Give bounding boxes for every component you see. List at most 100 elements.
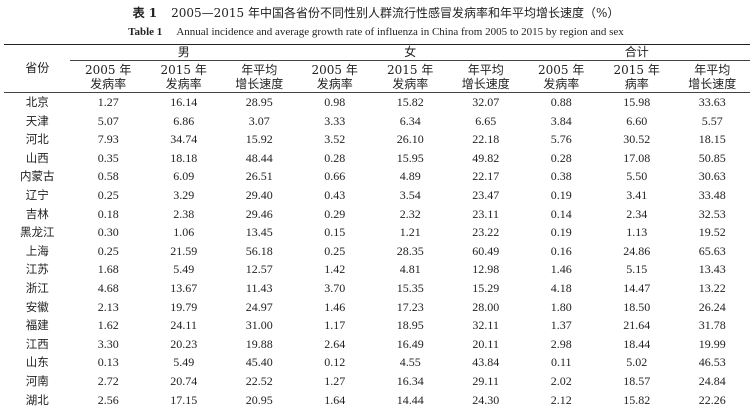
group-header-total: 合计 xyxy=(523,45,750,61)
value-cell: 26.51 xyxy=(221,167,297,186)
value-cell: 29.11 xyxy=(448,372,524,391)
value-cell: 43.84 xyxy=(448,353,524,372)
sub-column-header: 年平均增长速度 xyxy=(674,61,750,93)
value-cell: 22.52 xyxy=(221,372,297,391)
value-cell: 5.49 xyxy=(146,353,222,372)
value-cell: 1.27 xyxy=(297,372,373,391)
value-cell: 6.65 xyxy=(448,112,524,131)
caption-label-cn: 表 1 xyxy=(133,6,158,20)
sub-column-header-line: 发病率 xyxy=(146,77,222,91)
province-header: 省份 xyxy=(4,45,70,93)
value-cell: 5.07 xyxy=(70,112,146,131)
value-cell: 15.82 xyxy=(599,391,675,409)
province-name: 山东 xyxy=(4,353,70,372)
value-cell: 13.45 xyxy=(221,223,297,242)
value-cell: 19.99 xyxy=(674,335,750,354)
sub-column-header: 2015 年发病率 xyxy=(146,61,222,93)
value-cell: 20.95 xyxy=(221,391,297,409)
value-cell: 0.12 xyxy=(297,353,373,372)
value-cell: 23.22 xyxy=(448,223,524,242)
value-cell: 3.33 xyxy=(297,112,373,131)
caption-text-en: Annual incidence and average growth rate… xyxy=(176,26,624,38)
value-cell: 1.21 xyxy=(372,223,448,242)
value-cell: 3.54 xyxy=(372,186,448,205)
province-name: 黑龙江 xyxy=(4,223,70,242)
sub-column-header: 2005 年发病率 xyxy=(297,61,373,93)
value-cell: 4.55 xyxy=(372,353,448,372)
value-cell: 0.66 xyxy=(297,167,373,186)
value-cell: 15.98 xyxy=(599,93,675,112)
value-cell: 28.95 xyxy=(221,93,297,112)
value-cell: 1.27 xyxy=(70,93,146,112)
sub-column-header-line: 发病率 xyxy=(70,77,146,91)
value-cell: 0.28 xyxy=(523,149,599,168)
value-cell: 17.08 xyxy=(599,149,675,168)
value-cell: 1.37 xyxy=(523,316,599,335)
value-cell: 33.48 xyxy=(674,186,750,205)
value-cell: 28.35 xyxy=(372,242,448,261)
value-cell: 3.07 xyxy=(221,112,297,131)
sub-column-header: 年平均增长速度 xyxy=(221,61,297,93)
value-cell: 49.82 xyxy=(448,149,524,168)
value-cell: 32.53 xyxy=(674,205,750,224)
caption-label-en: Table 1 xyxy=(128,26,162,38)
value-cell: 15.35 xyxy=(372,279,448,298)
value-cell: 5.76 xyxy=(523,130,599,149)
value-cell: 0.14 xyxy=(523,205,599,224)
value-cell: 0.30 xyxy=(70,223,146,242)
value-cell: 0.88 xyxy=(523,93,599,112)
value-cell: 0.35 xyxy=(70,149,146,168)
sub-column-header-line: 增长速度 xyxy=(448,77,524,91)
sub-column-header-line: 2005 年 xyxy=(70,63,146,77)
value-cell: 1.46 xyxy=(523,260,599,279)
value-cell: 3.30 xyxy=(70,335,146,354)
value-cell: 18.50 xyxy=(599,298,675,317)
value-cell: 6.09 xyxy=(146,167,222,186)
value-cell: 15.29 xyxy=(448,279,524,298)
group-header-female: 女 xyxy=(297,45,524,61)
value-cell: 32.11 xyxy=(448,316,524,335)
value-cell: 3.29 xyxy=(146,186,222,205)
value-cell: 14.47 xyxy=(599,279,675,298)
value-cell: 0.28 xyxy=(297,149,373,168)
group-header-male: 男 xyxy=(70,45,297,61)
value-cell: 19.88 xyxy=(221,335,297,354)
value-cell: 5.49 xyxy=(146,260,222,279)
value-cell: 1.80 xyxy=(523,298,599,317)
value-cell: 5.02 xyxy=(599,353,675,372)
province-name: 辽宁 xyxy=(4,186,70,205)
value-cell: 20.11 xyxy=(448,335,524,354)
sub-column-header-line: 2015 年 xyxy=(146,63,222,77)
value-cell: 2.38 xyxy=(146,205,222,224)
value-cell: 20.23 xyxy=(146,335,222,354)
province-name: 吉林 xyxy=(4,205,70,224)
value-cell: 1.17 xyxy=(297,316,373,335)
value-cell: 18.57 xyxy=(599,372,675,391)
value-cell: 3.41 xyxy=(599,186,675,205)
sub-column-header-line: 2015 年 xyxy=(372,63,448,77)
province-name: 江苏 xyxy=(4,260,70,279)
value-cell: 29.40 xyxy=(221,186,297,205)
value-cell: 23.11 xyxy=(448,205,524,224)
value-cell: 33.63 xyxy=(674,93,750,112)
value-cell: 0.18 xyxy=(70,205,146,224)
value-cell: 22.26 xyxy=(674,391,750,409)
province-name: 湖北 xyxy=(4,391,70,409)
value-cell: 26.24 xyxy=(674,298,750,317)
sub-column-header: 2015 年病率 xyxy=(599,61,675,93)
value-cell: 48.44 xyxy=(221,149,297,168)
province-name: 河北 xyxy=(4,130,70,149)
value-cell: 24.11 xyxy=(146,316,222,335)
value-cell: 0.25 xyxy=(70,242,146,261)
value-cell: 0.16 xyxy=(523,242,599,261)
value-cell: 13.22 xyxy=(674,279,750,298)
